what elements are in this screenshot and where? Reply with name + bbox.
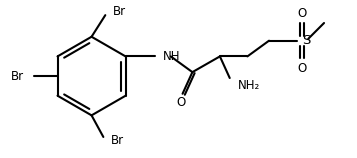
Text: NH₂: NH₂ [238, 79, 260, 92]
Text: Br: Br [11, 70, 24, 82]
Text: NH: NH [163, 50, 180, 63]
Text: S: S [302, 34, 311, 47]
Text: O: O [298, 7, 307, 20]
Text: Br: Br [113, 5, 126, 18]
Text: Br: Br [111, 134, 124, 147]
Text: O: O [176, 96, 185, 109]
Text: O: O [298, 62, 307, 75]
